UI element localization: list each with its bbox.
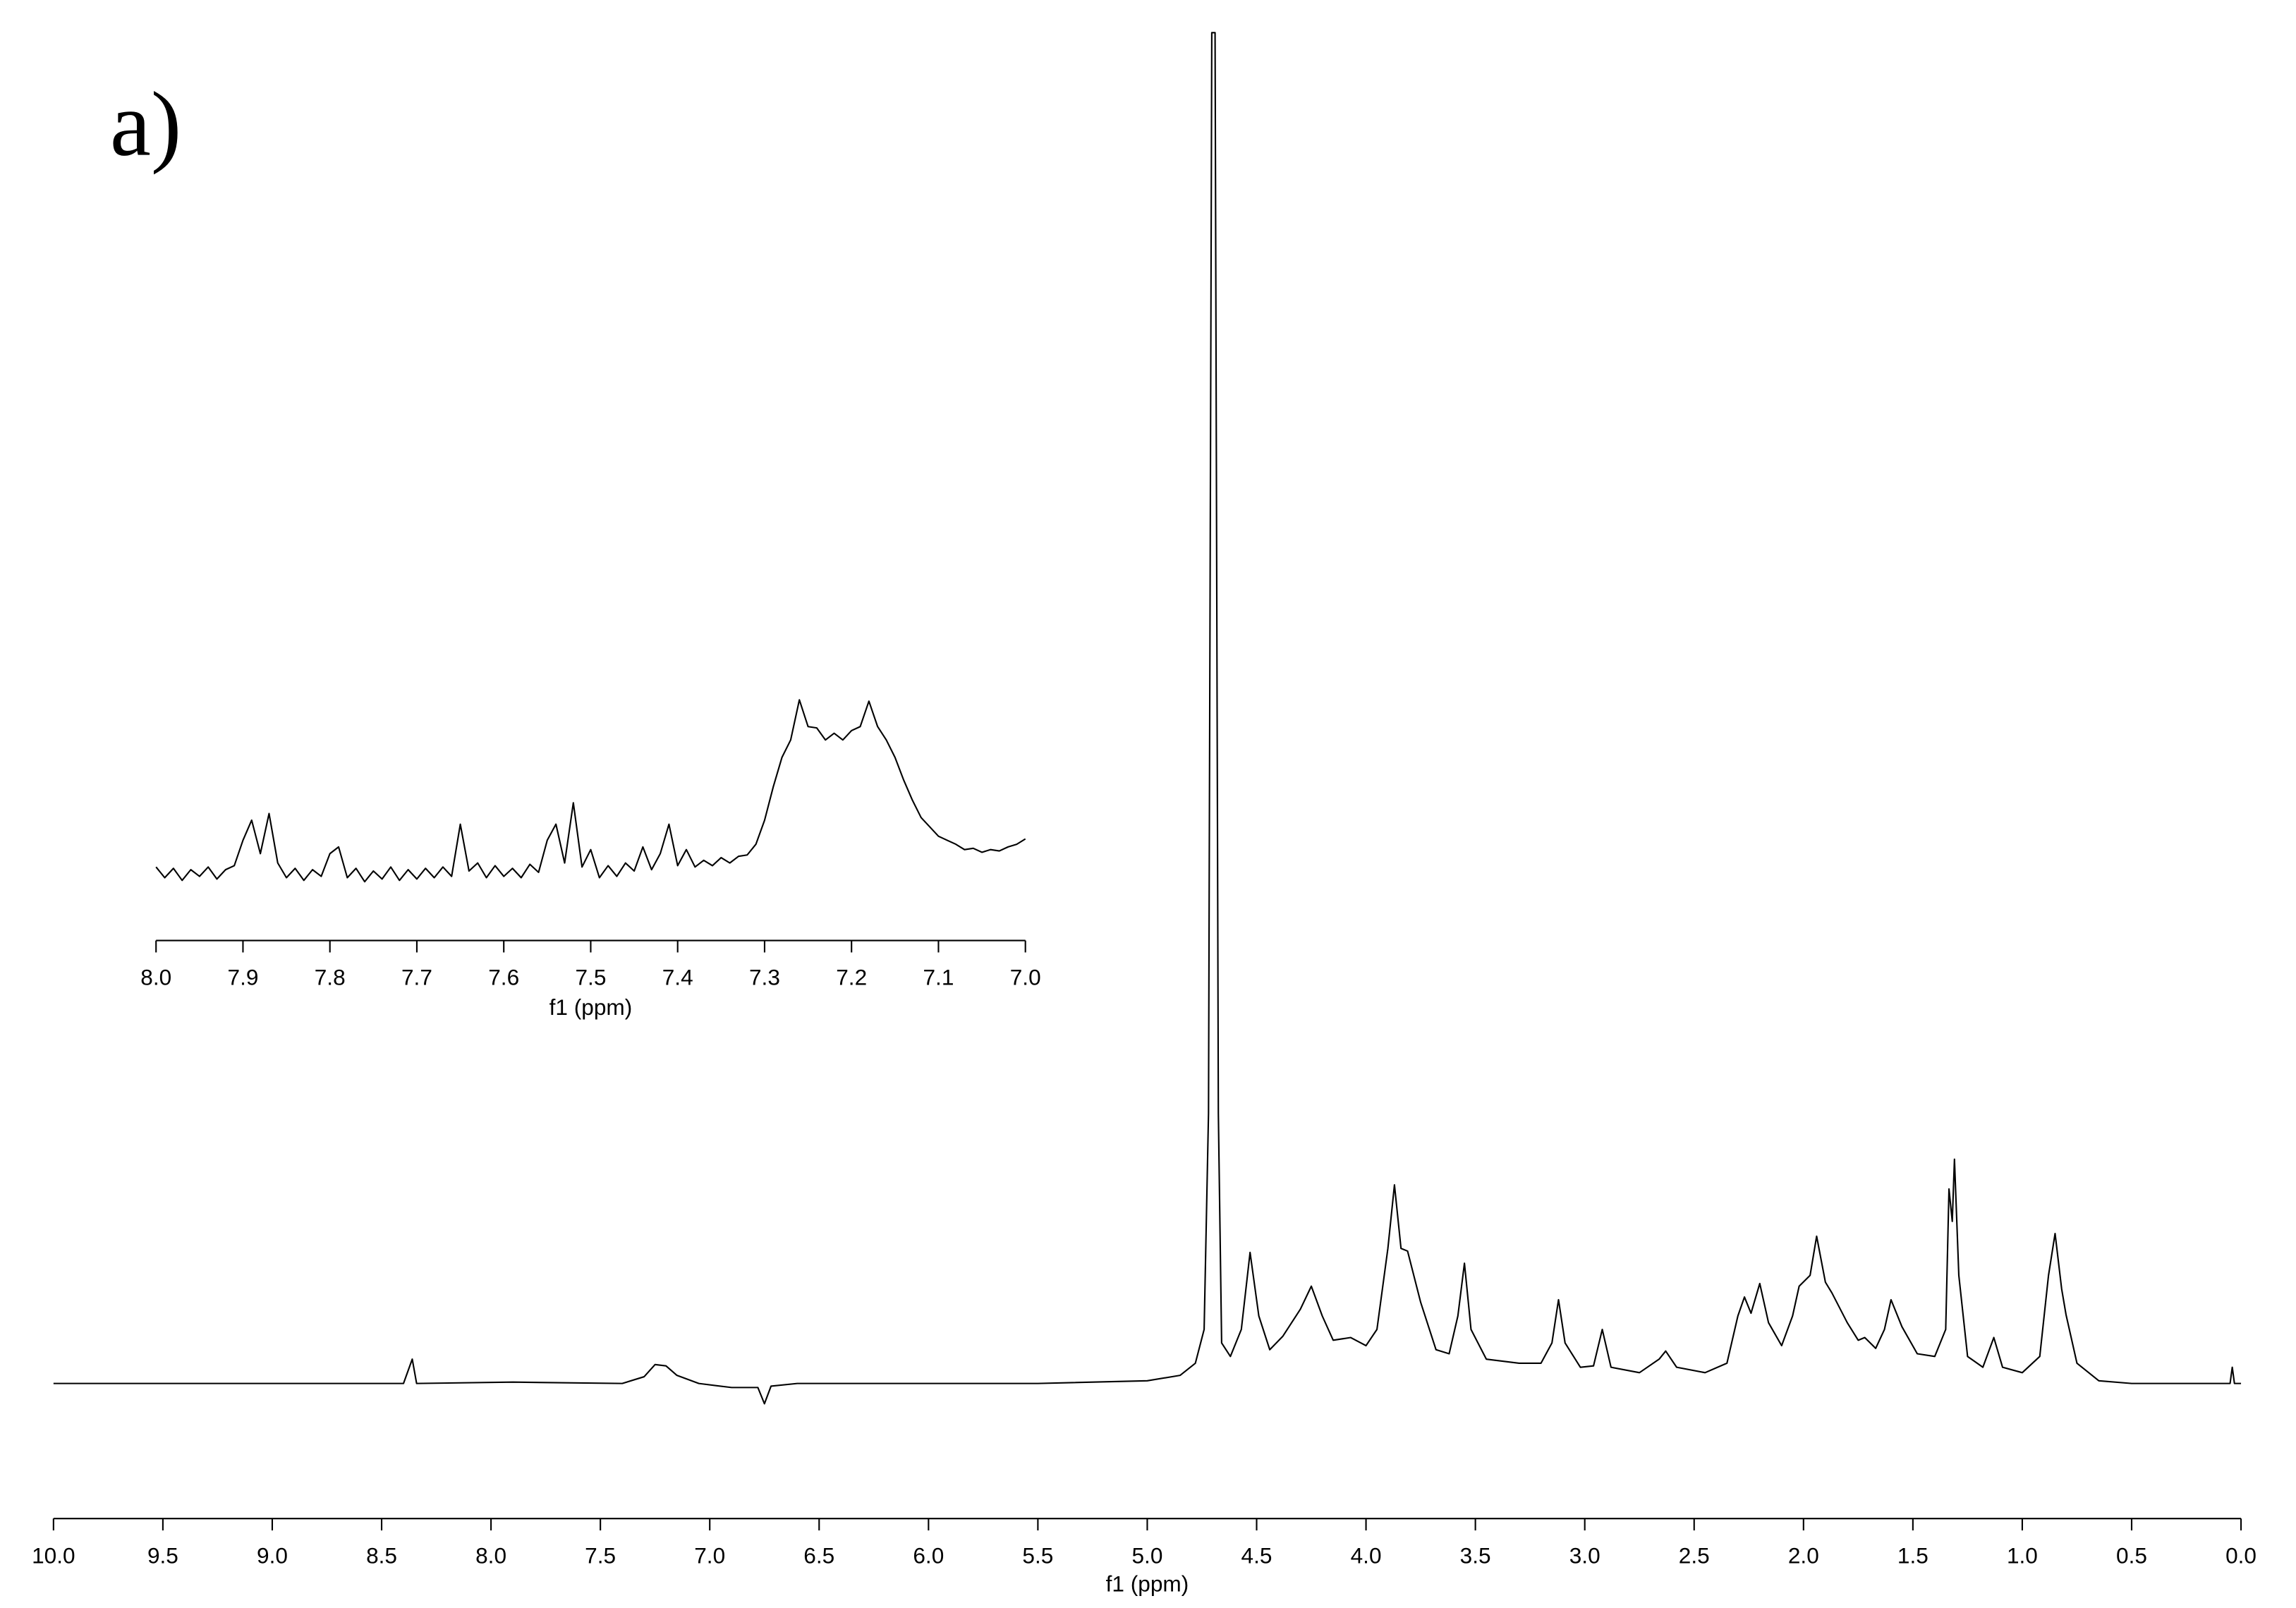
x-tick-label: 8.0 — [475, 1542, 506, 1568]
x-tick-label: 7.5 — [585, 1542, 616, 1568]
panel-label: a) — [110, 74, 181, 176]
x-tick-label: 8.0 — [140, 965, 171, 990]
x-tick-label: 3.0 — [1569, 1542, 1600, 1568]
x-tick-label: 7.0 — [694, 1542, 725, 1568]
x-tick-label: 5.5 — [1022, 1542, 1053, 1568]
x-tick-label: 7.7 — [401, 965, 432, 990]
x-tick-label: 6.0 — [913, 1542, 944, 1568]
x-tick-label: 10.0 — [32, 1542, 75, 1568]
x-tick-label: 2.0 — [1788, 1542, 1819, 1568]
x-tick-label: 6.5 — [803, 1542, 834, 1568]
x-tick-label: 7.5 — [575, 965, 606, 990]
x-tick-label: 0.0 — [2225, 1542, 2256, 1568]
x-tick-label: 7.8 — [315, 965, 346, 990]
x-tick-label: 1.0 — [2007, 1542, 2038, 1568]
x-tick-label: 9.0 — [257, 1542, 288, 1568]
x-tick-label: 9.5 — [147, 1542, 178, 1568]
x-axis-title: f1 (ppm) — [549, 994, 633, 1020]
x-tick-label: 7.2 — [836, 965, 867, 990]
x-tick-label: 4.5 — [1241, 1542, 1272, 1568]
x-tick-label: 5.0 — [1131, 1542, 1162, 1568]
spectrum-line — [53, 32, 2242, 1405]
x-tick-label: 7.1 — [923, 965, 954, 990]
spectrum-line — [155, 699, 1026, 883]
x-tick-label: 7.0 — [1010, 965, 1041, 990]
x-tick-label: 2.5 — [1679, 1542, 1710, 1568]
x-tick-label: 0.5 — [2116, 1542, 2147, 1568]
x-tick-label: 7.9 — [228, 965, 259, 990]
x-tick-label: 3.5 — [1460, 1542, 1491, 1568]
x-axis-title: f1 (ppm) — [1106, 1571, 1189, 1596]
x-tick-label: 7.4 — [662, 965, 693, 990]
x-tick-label: 4.0 — [1351, 1542, 1382, 1568]
x-tick-label: 7.3 — [749, 965, 780, 990]
x-tick-label: 1.5 — [1897, 1542, 1928, 1568]
x-tick-label: 8.5 — [366, 1542, 397, 1568]
x-tick-label: 7.6 — [488, 965, 519, 990]
